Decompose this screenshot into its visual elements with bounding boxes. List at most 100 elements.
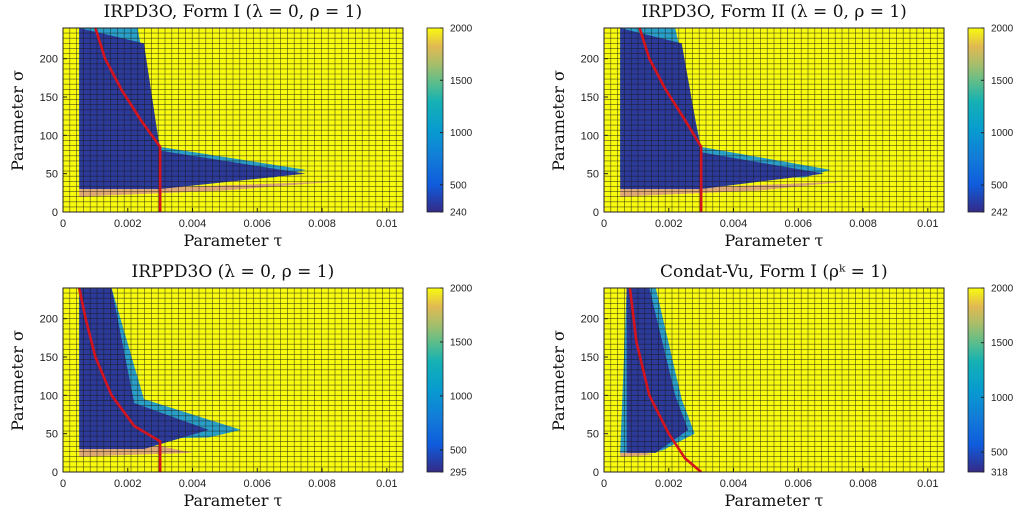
region-low bbox=[79, 288, 209, 449]
x-tick-label: 0.01 bbox=[917, 218, 938, 230]
y-axis-label: Parameter σ bbox=[8, 329, 27, 431]
optimal-path-line bbox=[94, 28, 162, 212]
colorbar-tick-label: 1500 bbox=[450, 337, 473, 348]
colorbar-tick-label: 1000 bbox=[991, 128, 1014, 139]
x-tick-label: 0.002 bbox=[655, 218, 683, 230]
optimal-path-line bbox=[628, 288, 702, 472]
x-tick-label: 0.004 bbox=[179, 218, 207, 230]
y-tick-label: 150 bbox=[581, 92, 599, 104]
y-tick-label: 150 bbox=[40, 92, 58, 104]
y-tick-label: 0 bbox=[593, 467, 599, 479]
x-tick-label: 0 bbox=[601, 218, 607, 230]
chart-title: IRPPD3O (λ = 0, ρ = 1) bbox=[131, 262, 335, 282]
colorbar-tick-label: 2000 bbox=[450, 284, 473, 295]
colorbar-tick-label: 1500 bbox=[991, 76, 1014, 87]
colorbar-tick-label: 1000 bbox=[450, 128, 473, 139]
x-tick-label: 0.006 bbox=[785, 478, 813, 490]
chart-panel: 0 0.002 0.004 0.006 0.008 0.01 0 50 100 150 200 240… bbox=[0, 0, 487, 259]
y-tick-label: 200 bbox=[40, 54, 58, 66]
chart-title: IRPD3O, Form I (λ = 0, ρ = 1) bbox=[103, 2, 363, 22]
y-tick-label: 0 bbox=[593, 207, 599, 219]
y-axis-label: Parameter σ bbox=[8, 69, 27, 171]
y-tick-label: 150 bbox=[581, 352, 599, 364]
colorbar-tick-label: 1000 bbox=[991, 393, 1014, 404]
x-tick-label: 0.006 bbox=[785, 218, 813, 230]
x-tick-label: 0.006 bbox=[244, 478, 272, 490]
x-tick-label: 0.006 bbox=[244, 218, 272, 230]
chart-svg: 0 0.002 0.004 0.006 0.008 0.01 0 50 100 150 200 242… bbox=[581, 24, 1014, 231]
x-tick-label: 0.008 bbox=[308, 478, 336, 490]
colorbar-tick-label: 295 bbox=[450, 468, 467, 479]
y-tick-label: 0 bbox=[52, 467, 58, 479]
y-tick-label: 50 bbox=[587, 169, 599, 181]
colorbar-tick-label: 2000 bbox=[991, 284, 1014, 295]
colorbar-tick-label: 1000 bbox=[450, 391, 473, 402]
region-fringe bbox=[620, 181, 847, 197]
colorbar-tick-label: 500 bbox=[991, 448, 1008, 459]
x-axis-label: Parameter τ bbox=[724, 231, 824, 250]
y-tick-label: 200 bbox=[581, 54, 599, 66]
x-tick-label: 0.002 bbox=[114, 478, 142, 490]
y-tick-label: 100 bbox=[40, 390, 58, 402]
chart-panel: 0 0.002 0.004 0.006 0.008 0.01 0 50 100 150 200 318… bbox=[541, 260, 1028, 519]
colorbar-tick-label: 500 bbox=[450, 445, 467, 456]
colorbar bbox=[967, 27, 985, 213]
region-fringe bbox=[79, 181, 339, 197]
chart-panel: 0 0.002 0.004 0.006 0.008 0.01 0 50 100 150 200 295… bbox=[0, 260, 487, 519]
y-tick-label: 50 bbox=[587, 429, 599, 441]
optimal-path-line bbox=[638, 28, 703, 212]
chart-title: Condat-Vu, Form I (ρᵏ = 1) bbox=[660, 262, 888, 282]
colorbar bbox=[967, 287, 985, 473]
colorbar-tick-label: 2000 bbox=[450, 24, 473, 35]
colorbar-tick-label: 240 bbox=[450, 208, 467, 219]
x-tick-label: 0 bbox=[601, 478, 607, 490]
x-axis-label: Parameter τ bbox=[183, 231, 283, 250]
x-tick-label: 0.004 bbox=[720, 218, 748, 230]
chart-svg: 0 0.002 0.004 0.006 0.008 0.01 0 50 100 150 200 318… bbox=[581, 284, 1014, 491]
x-tick-label: 0.002 bbox=[655, 478, 683, 490]
x-tick-label: 0.01 bbox=[376, 218, 397, 230]
plot-frame bbox=[603, 287, 945, 473]
colorbar bbox=[426, 27, 444, 213]
y-tick-label: 100 bbox=[581, 390, 599, 402]
optimal-path-line bbox=[77, 288, 162, 472]
y-tick-label: 50 bbox=[46, 169, 58, 181]
x-tick-label: 0.01 bbox=[376, 478, 397, 490]
x-tick-label: 0.008 bbox=[308, 218, 336, 230]
colorbar-tick-label: 1500 bbox=[450, 76, 473, 87]
chart-svg: 0 0.002 0.004 0.006 0.008 0.01 0 50 100 150 200 295… bbox=[40, 284, 473, 491]
plot-frame bbox=[62, 287, 404, 473]
y-axis-label: Parameter σ bbox=[549, 329, 568, 431]
region-low bbox=[620, 28, 825, 189]
y-axis-label: Parameter σ bbox=[549, 69, 568, 171]
colorbar-tick-label: 1500 bbox=[991, 338, 1014, 349]
x-axis-label: Parameter τ bbox=[183, 491, 283, 510]
y-tick-label: 100 bbox=[40, 130, 58, 142]
region-low bbox=[626, 288, 689, 453]
plot-frame bbox=[603, 27, 945, 213]
x-tick-label: 0.004 bbox=[179, 478, 207, 490]
plot-frame bbox=[62, 27, 404, 213]
y-tick-label: 200 bbox=[40, 314, 58, 326]
x-tick-label: 0.002 bbox=[114, 218, 142, 230]
y-tick-label: 50 bbox=[46, 429, 58, 441]
colorbar bbox=[426, 287, 444, 473]
colorbar-tick-label: 500 bbox=[991, 180, 1008, 191]
region-low bbox=[79, 28, 306, 189]
y-tick-label: 200 bbox=[581, 314, 599, 326]
chart-title: IRPD3O, Form II (λ = 0, ρ = 1) bbox=[641, 2, 907, 22]
x-tick-label: 0 bbox=[60, 478, 66, 490]
colorbar-tick-label: 500 bbox=[450, 180, 467, 191]
colorbar-tick-label: 2000 bbox=[991, 24, 1014, 35]
x-tick-label: 0.008 bbox=[849, 218, 877, 230]
x-tick-label: 0.01 bbox=[917, 478, 938, 490]
colorbar-tick-label: 318 bbox=[991, 468, 1008, 479]
y-tick-label: 0 bbox=[52, 207, 58, 219]
x-tick-label: 0 bbox=[60, 218, 66, 230]
x-axis-label: Parameter τ bbox=[724, 491, 824, 510]
x-tick-label: 0.004 bbox=[720, 478, 748, 490]
y-tick-label: 150 bbox=[40, 352, 58, 364]
chart-svg: 0 0.002 0.004 0.006 0.008 0.01 0 50 100 150 200 240… bbox=[40, 24, 473, 231]
chart-panel: 0 0.002 0.004 0.006 0.008 0.01 0 50 100 150 200 242… bbox=[541, 0, 1028, 259]
